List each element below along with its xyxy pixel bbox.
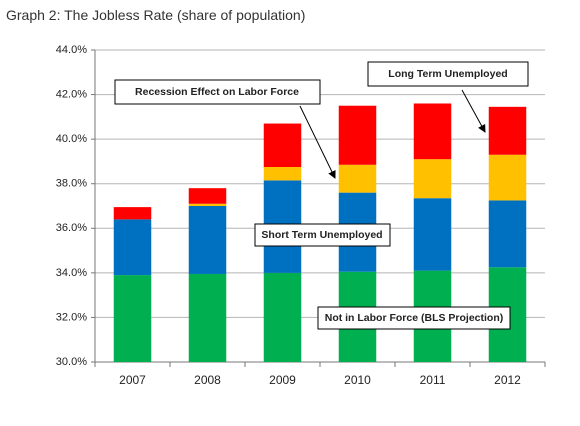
bar-segment <box>413 103 452 160</box>
x-tick-label: 2007 <box>119 373 146 387</box>
y-tick-label: 32.0% <box>56 311 87 323</box>
bar-segment <box>188 273 227 362</box>
x-tick-label: 2009 <box>269 373 296 387</box>
annotation-arrow <box>299 105 336 179</box>
y-tick-label: 36.0% <box>56 222 87 234</box>
bar-segment <box>488 154 527 201</box>
bar-segment <box>338 164 377 193</box>
bar-segment <box>113 219 152 276</box>
annotation-box <box>254 223 391 247</box>
bar-segment <box>263 167 302 181</box>
annotation-box <box>317 306 511 330</box>
x-tick-label: 2008 <box>194 373 221 387</box>
y-tick-label: 44.0% <box>56 44 87 56</box>
bar-segment <box>263 272 302 362</box>
y-tick-label: 34.0% <box>56 267 87 279</box>
annotation-arrow <box>461 89 486 133</box>
bar-segment <box>188 203 227 206</box>
y-tick-label: 38.0% <box>56 178 87 190</box>
annotation: Recession Effect on Labor Force <box>135 86 299 98</box>
bar-segment <box>413 159 452 199</box>
y-tick-label: 42.0% <box>56 88 87 100</box>
annotations: Long Term Unemployed Recession Effect on… <box>114 61 529 330</box>
bar-segment <box>413 198 452 271</box>
bar-segment <box>113 207 152 220</box>
x-tick-label: 2012 <box>494 373 521 387</box>
x-tick-label: 2010 <box>344 373 371 387</box>
y-tick-label: 30.0% <box>56 356 87 368</box>
bar-segment <box>263 123 302 167</box>
chart-title: Graph 2: The Jobless Rate (share of popu… <box>6 7 305 23</box>
y-tick-label: 40.0% <box>56 133 87 145</box>
annotation: Not in Labor Force (BLS Projection) <box>325 312 504 324</box>
bar-segment <box>488 200 527 268</box>
annotation: Long Term Unemployed <box>388 68 507 80</box>
x-tick-label: 2011 <box>420 373 446 387</box>
bar-segment <box>188 188 227 204</box>
annotation-box <box>367 61 529 87</box>
bar-segment <box>338 105 377 165</box>
bar-segment <box>113 275 152 362</box>
annotation-box <box>114 79 321 105</box>
bar-segment <box>188 206 227 274</box>
bar-segment <box>488 106 527 155</box>
annotation: Short Term Unemployed <box>261 229 382 241</box>
